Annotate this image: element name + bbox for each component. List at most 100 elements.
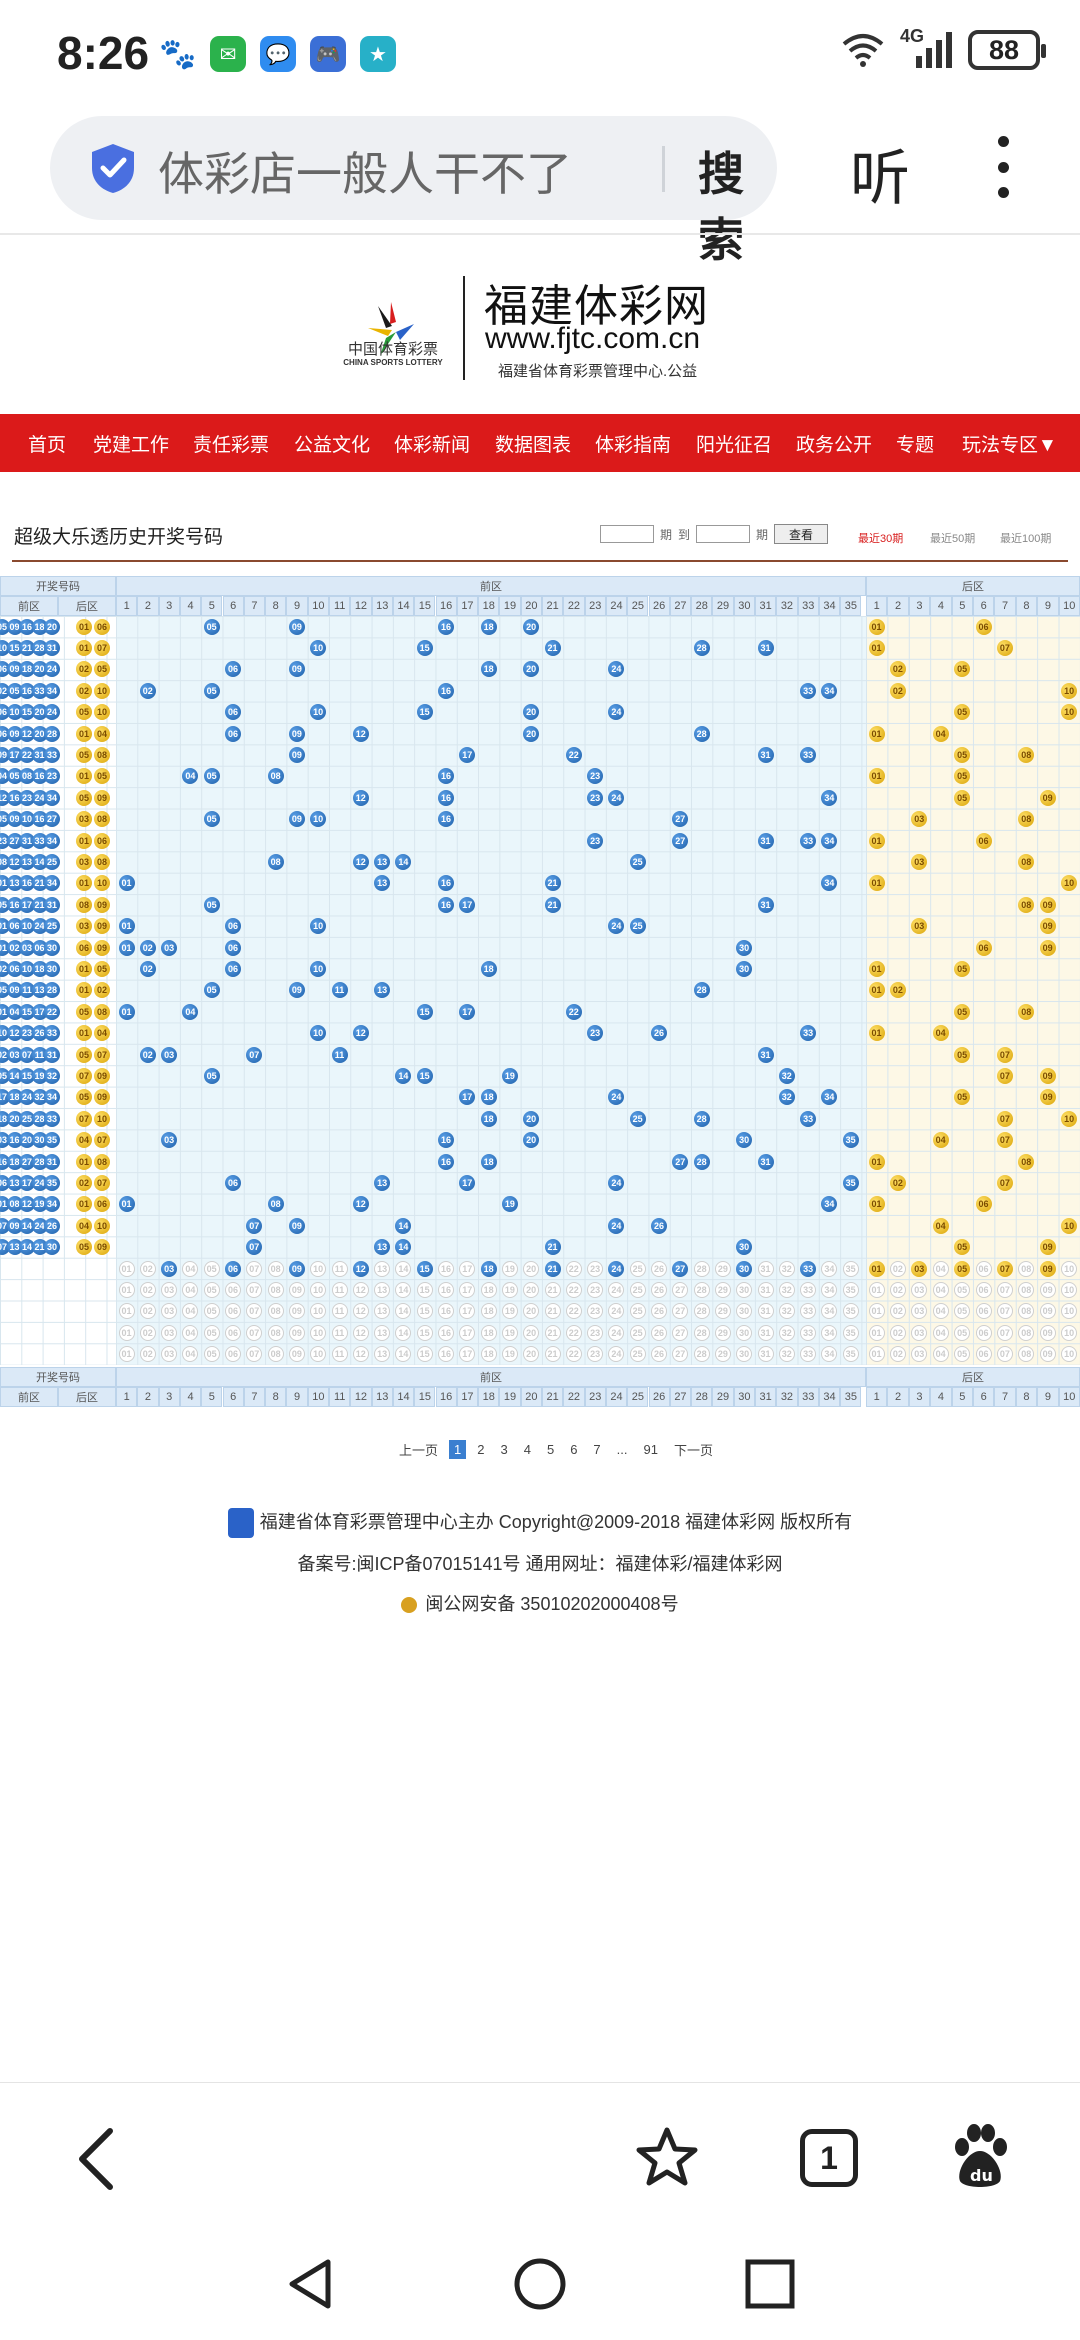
back-ball: 04 <box>94 725 110 742</box>
front-ball: 18 <box>31 960 48 977</box>
back-number-header: 8 <box>1015 596 1038 616</box>
front-ball: 30 <box>736 960 753 977</box>
period-to-input[interactable] <box>696 525 751 543</box>
front-ball: 26 <box>651 1217 667 1234</box>
wechat-icon: ✉ <box>210 36 246 72</box>
front-ball: 17 <box>459 746 476 763</box>
site-logo[interactable]: 中国体育彩票 CHINA SPORTS LOTTERY 福建体彩网 www.fj… <box>338 276 768 384</box>
nav-item[interactable]: 责任彩票 <box>193 434 270 456</box>
recent-30-link[interactable]: 最近30期 <box>858 533 904 545</box>
front-ball: 12 <box>6 1025 23 1042</box>
address-search-bar[interactable]: 体彩店一般人干不了 搜索 <box>50 116 777 266</box>
game-icon: 🎮 <box>310 36 346 72</box>
recent-100-link[interactable]: 最近100期 <box>1000 533 1052 545</box>
system-home-icon[interactable] <box>512 2256 568 2312</box>
back-number-header: 1 <box>866 596 888 616</box>
back-number-header: 1 <box>866 1387 888 1407</box>
front-ball: 09 <box>0 746 10 763</box>
front-ball: 08 <box>267 1196 284 1213</box>
nav-item[interactable]: 数据图表 <box>495 434 572 456</box>
front-ball: 31 <box>757 1153 774 1170</box>
front-ball: 03 <box>0 1132 10 1149</box>
page-link[interactable]: 7 <box>593 1442 601 1457</box>
page-link[interactable]: 1 <box>449 1440 467 1459</box>
sub-header-front: 前区 <box>0 596 58 616</box>
front-ball: 20 <box>523 704 540 721</box>
front-ball: 33 <box>800 832 817 849</box>
nav-item[interactable]: 党建工作 <box>93 434 170 456</box>
baidu-paw-icon[interactable]: du <box>948 2123 1012 2189</box>
front-ball: 12 <box>6 853 23 870</box>
next-page-link[interactable]: 下一页 <box>673 1443 713 1458</box>
draw-history-table: 开奖号码 前区 后区 前区 后区 1 2 3 4 5 6 7 8 9 10 11 12 13 14 15 16 17 18 1… <box>0 576 1080 1414</box>
front-ball: 06 <box>225 1303 241 1320</box>
nav-item[interactable]: 专题 <box>896 434 935 456</box>
search-button[interactable]: 搜索 <box>698 148 744 266</box>
back-ball: 07 <box>94 1174 110 1191</box>
system-recents-icon[interactable] <box>744 2258 796 2310</box>
front-number-header: 4 <box>179 1387 202 1407</box>
nav-item[interactable]: 玩法专区▼ <box>962 434 1057 456</box>
listen-button[interactable]: 听 <box>850 145 910 212</box>
front-ball: 02 <box>139 1046 156 1063</box>
to-label: 到 <box>678 527 691 542</box>
front-ball: 08 <box>1018 1303 1035 1320</box>
front-ball: 28 <box>693 982 710 999</box>
app-icon: ★ <box>360 36 396 72</box>
front-ball: 02 <box>889 1324 906 1341</box>
nav-item[interactable]: 阳光征召 <box>696 434 773 456</box>
front-ball: 28 <box>693 1281 710 1298</box>
front-ball: 16 <box>438 896 454 913</box>
back-ball: 01 <box>868 618 885 635</box>
footer-emblem-icon <box>227 1508 254 1539</box>
col-header-draw: 开奖号码 <box>0 576 116 596</box>
front-ball: 28 <box>31 1153 48 1170</box>
front-ball: 20 <box>6 1110 23 1127</box>
search-query-text[interactable]: 体彩店一般人干不了 <box>158 148 572 200</box>
page-link[interactable]: 4 <box>523 1442 531 1457</box>
query-button[interactable]: 查看 <box>774 524 829 544</box>
back-ball: 09 <box>94 1089 110 1106</box>
front-ball: 29 <box>714 1346 731 1363</box>
page-link[interactable]: 3 <box>500 1442 508 1457</box>
site-subtitle: 福建省体育彩票管理中心.公益 <box>498 363 698 380</box>
logo-divider <box>463 276 465 380</box>
front-ball: 08 <box>267 1346 284 1363</box>
front-number-header: 22 <box>563 1387 585 1407</box>
front-ball: 09 <box>6 661 23 678</box>
nav-item[interactable]: 政务公开 <box>796 434 873 456</box>
page-link[interactable]: 6 <box>570 1442 578 1457</box>
nav-item[interactable]: 首页 <box>28 434 67 456</box>
recent-50-link[interactable]: 最近50期 <box>930 533 976 545</box>
nav-item[interactable]: 体彩新闻 <box>394 434 471 456</box>
front-ball: 24 <box>608 1324 625 1341</box>
front-ball: 26 <box>651 1025 667 1042</box>
front-ball: 05 <box>0 618 10 635</box>
front-ball: 03 <box>911 1281 928 1298</box>
page-link[interactable]: 2 <box>477 1442 485 1457</box>
front-ball: 32 <box>778 1346 795 1363</box>
prev-page-link[interactable]: 上一页 <box>399 1443 439 1458</box>
nav-item[interactable]: 体彩指南 <box>595 434 672 456</box>
front-ball: 19 <box>501 1324 518 1341</box>
system-back-icon[interactable] <box>284 2256 336 2312</box>
front-ball: 20 <box>523 1324 540 1341</box>
front-ball: 21 <box>544 896 561 913</box>
front-ball: 08 <box>19 768 35 785</box>
front-ball: 32 <box>31 1089 48 1106</box>
nav-item[interactable]: 公益文化 <box>294 434 371 456</box>
front-ball: 21 <box>31 1239 48 1256</box>
period-from-input[interactable] <box>600 525 654 543</box>
front-ball: 24 <box>608 704 625 721</box>
front-ball: 33 <box>800 1025 817 1042</box>
tabs-button[interactable]: 1 <box>800 2129 858 2187</box>
page-link-last[interactable]: 91 <box>643 1442 658 1457</box>
bookmark-star-icon[interactable] <box>634 2125 700 2191</box>
front-ball: 23 <box>19 789 35 806</box>
front-ball: 06 <box>225 661 241 678</box>
more-menu-icon[interactable] <box>990 136 1016 198</box>
back-icon[interactable] <box>76 2127 116 2191</box>
front-ball: 03 <box>161 1324 178 1341</box>
front-ball: 10 <box>0 1025 10 1042</box>
page-link[interactable]: 5 <box>546 1442 555 1457</box>
